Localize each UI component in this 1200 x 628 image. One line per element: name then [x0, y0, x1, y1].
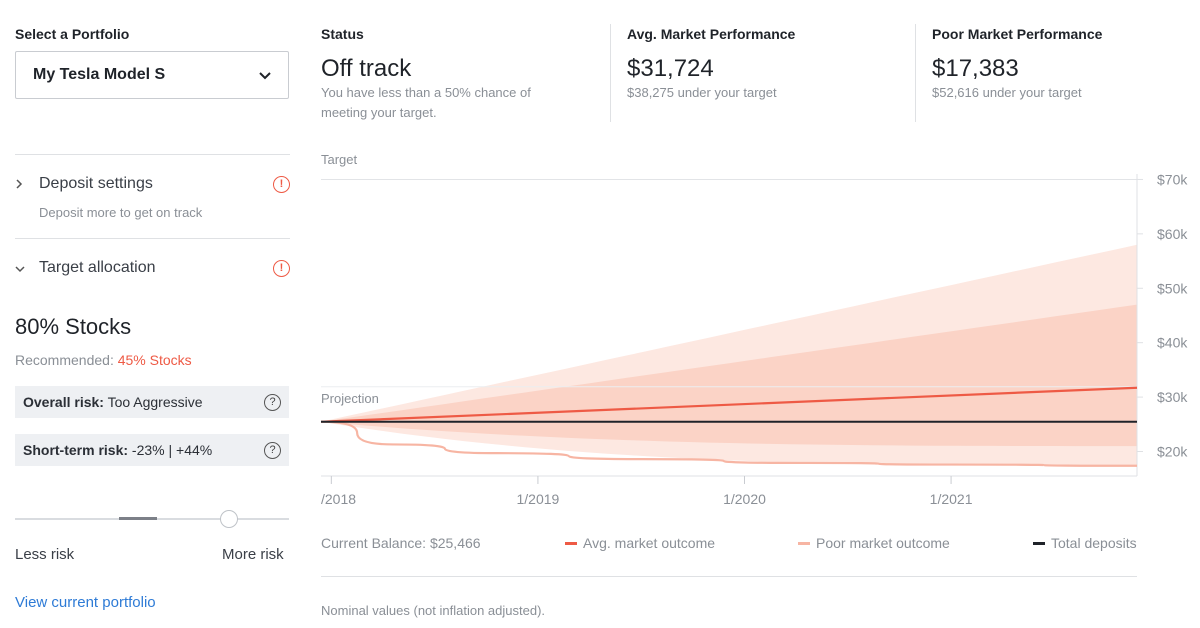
legend-swatch	[798, 541, 810, 545]
legend-swatch	[565, 541, 577, 545]
deposit-settings-toggle[interactable]: Deposit settings !	[15, 172, 290, 196]
poor-market-note: $52,616 under your target	[932, 85, 1082, 100]
current-balance: Current Balance: $25,466	[321, 535, 481, 551]
risk-slider-handle[interactable]	[219, 510, 238, 528]
legend-avg-market: Avg. market outcome	[565, 535, 715, 551]
legend-total-deposits: Total deposits	[1033, 535, 1137, 551]
series-line-avg-market-outcome	[320, 386, 1138, 423]
portfolio-heading: Select a Portfolio	[15, 26, 130, 42]
view-current-portfolio-link[interactable]: View current portfolio	[15, 594, 156, 611]
x-tick-label: 1/2019	[516, 491, 559, 507]
short-term-risk-value: -23% | +44%	[131, 442, 213, 458]
recommended-risk-marker	[119, 517, 157, 520]
y-tick-label: $60k	[1157, 226, 1188, 242]
y-tick-label: $70k	[1157, 171, 1188, 187]
recommended-allocation: Recommended: 45% Stocks	[15, 352, 192, 368]
legend-label: Avg. market outcome	[583, 535, 716, 551]
target-allocation-title: Target allocation	[39, 259, 156, 276]
chevron-right-icon	[15, 177, 39, 192]
legend-swatch	[1033, 541, 1045, 545]
avg-market-heading: Avg. Market Performance	[627, 26, 796, 42]
recommended-value: 45% Stocks	[117, 352, 192, 368]
alert-icon: !	[273, 175, 290, 193]
divider	[321, 576, 1137, 577]
avg-market-value: $31,724	[627, 55, 714, 82]
chevron-down-icon	[15, 261, 39, 276]
divider	[15, 154, 290, 155]
legend-poor-market: Poor market outcome	[798, 535, 950, 551]
short-term-risk-row: Short-term risk: -23% | +44% ?	[15, 434, 289, 466]
status-heading: Status	[321, 26, 364, 42]
avg-market-note: $38,275 under your target	[627, 85, 777, 100]
y-tick-label: $20k	[1157, 444, 1188, 460]
stocks-allocation: 80% Stocks	[15, 314, 132, 339]
y-tick-label: $40k	[1157, 335, 1188, 351]
legend-label: Poor market outcome	[816, 535, 950, 551]
recommended-label: Recommended:	[15, 352, 114, 368]
less-risk-label: Less risk	[15, 546, 75, 563]
x-tick-label: /2018	[321, 491, 356, 507]
divider	[915, 24, 916, 122]
chevron-down-icon	[259, 71, 271, 79]
overall-risk-row: Overall risk: Too Aggressive ?	[15, 386, 289, 418]
divider	[610, 24, 611, 122]
status-description: You have less than a 50% chance of meeti…	[321, 85, 531, 120]
y-tick-label: $30k	[1157, 389, 1188, 405]
alert-icon: !	[273, 259, 290, 277]
portfolio-select[interactable]: My Tesla Model S	[15, 51, 289, 99]
poor-market-value: $17,383	[932, 55, 1019, 82]
target-label: Target	[321, 152, 358, 167]
target-allocation-toggle[interactable]: Target allocation !	[15, 256, 290, 280]
status-value: Off track	[321, 55, 412, 82]
help-icon[interactable]: ?	[264, 441, 281, 459]
projection-label: Projection	[321, 391, 379, 406]
series-line-poor-market-outcome	[320, 420, 1138, 467]
overall-risk-label: Overall risk:	[23, 394, 104, 410]
deposit-settings-title: Deposit settings	[39, 175, 153, 192]
y-tick-label: $50k	[1157, 280, 1188, 296]
overall-risk-value: Too Aggressive	[107, 394, 203, 410]
legend-label: Total deposits	[1051, 535, 1137, 551]
x-tick-label: 1/2020	[723, 491, 766, 507]
projection-band-1	[321, 304, 1137, 447]
deposit-settings-subtitle: Deposit more to get on track	[39, 205, 203, 220]
portfolio-select-value: My Tesla Model S	[33, 66, 166, 83]
short-term-risk-label: Short-term risk:	[23, 442, 129, 458]
x-tick-label: 1/2021	[930, 491, 973, 507]
poor-market-heading: Poor Market Performance	[932, 26, 1103, 42]
more-risk-label: More risk	[222, 546, 284, 563]
divider	[15, 238, 290, 239]
help-icon[interactable]: ?	[264, 393, 281, 411]
footnote: Nominal values (not inflation adjusted).	[321, 603, 546, 618]
